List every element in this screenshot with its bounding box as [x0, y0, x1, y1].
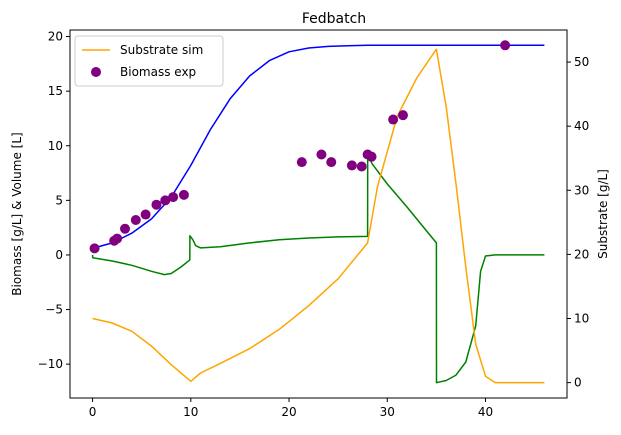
x-tick-label: 30 — [380, 405, 395, 419]
left-tick-label: 10 — [48, 139, 63, 153]
biomass-exp-point — [326, 157, 337, 168]
legend: Substrate sim Biomass exp — [74, 35, 224, 87]
right-tick-label: 20 — [574, 247, 589, 261]
left-tick-label: −10 — [38, 357, 63, 371]
biomass-exp-point — [130, 215, 141, 226]
biomass-exp-point — [120, 223, 131, 234]
plot-points — [89, 40, 511, 254]
right-axis-label: Substrate [g/L] — [596, 169, 610, 259]
x-tick-label: 10 — [183, 405, 198, 419]
biomass-exp-point — [178, 189, 189, 200]
biomass-exp-point — [168, 192, 179, 203]
biomass-exp-point — [346, 160, 357, 171]
x-tick-label: 40 — [478, 405, 493, 419]
left-axis-label: Biomass [g/L] & Volume [L] — [10, 132, 24, 295]
left-tick-label: −5 — [45, 303, 63, 317]
chart-title: Fedbatch — [302, 11, 366, 27]
substrate-sim-line — [92, 48, 545, 384]
biomass-exp-point — [89, 243, 100, 254]
left-axis-ticks: −10 −5 0 5 10 15 20 — [38, 30, 70, 371]
biomass-exp-point — [500, 40, 511, 51]
left-tick-label: 20 — [48, 30, 63, 44]
right-tick-label: 10 — [574, 312, 589, 326]
left-tick-label: 5 — [55, 193, 63, 207]
biomass-exp-point — [388, 114, 399, 125]
biomass-exp-point — [366, 151, 377, 162]
x-tick-label: 0 — [89, 405, 97, 419]
biomass-exp-point — [296, 157, 307, 168]
right-tick-label: 40 — [574, 119, 589, 133]
biomass-exp-point — [140, 209, 151, 220]
left-tick-label: 15 — [48, 84, 63, 98]
left-tick-label: 0 — [55, 248, 63, 262]
x-tick-label: 20 — [281, 405, 296, 419]
biomass-exp-point — [316, 149, 327, 160]
right-tick-label: 50 — [574, 55, 589, 69]
left-series-0-line — [92, 44, 545, 250]
right-tick-label: 0 — [574, 376, 582, 390]
legend-frame — [74, 35, 224, 87]
legend-swatch-biomass — [91, 67, 101, 77]
right-tick-label: 30 — [574, 183, 589, 197]
plot-lines — [91, 44, 545, 384]
left-series-1-line — [91, 154, 545, 384]
biomass-exp-point — [160, 195, 171, 206]
plot-frame — [69, 29, 568, 399]
legend-label-biomass: Biomass exp — [120, 65, 196, 79]
biomass-exp-point — [356, 161, 367, 172]
biomass-exp-point — [112, 233, 123, 244]
x-axis-ticks: 0 10 20 30 40 — [89, 398, 493, 419]
biomass-exp-point — [397, 110, 408, 121]
right-axis-ticks: 0 10 20 30 40 50 — [567, 55, 589, 390]
biomass-exp-point — [151, 199, 162, 210]
legend-label-substrate: Substrate sim — [120, 43, 203, 57]
